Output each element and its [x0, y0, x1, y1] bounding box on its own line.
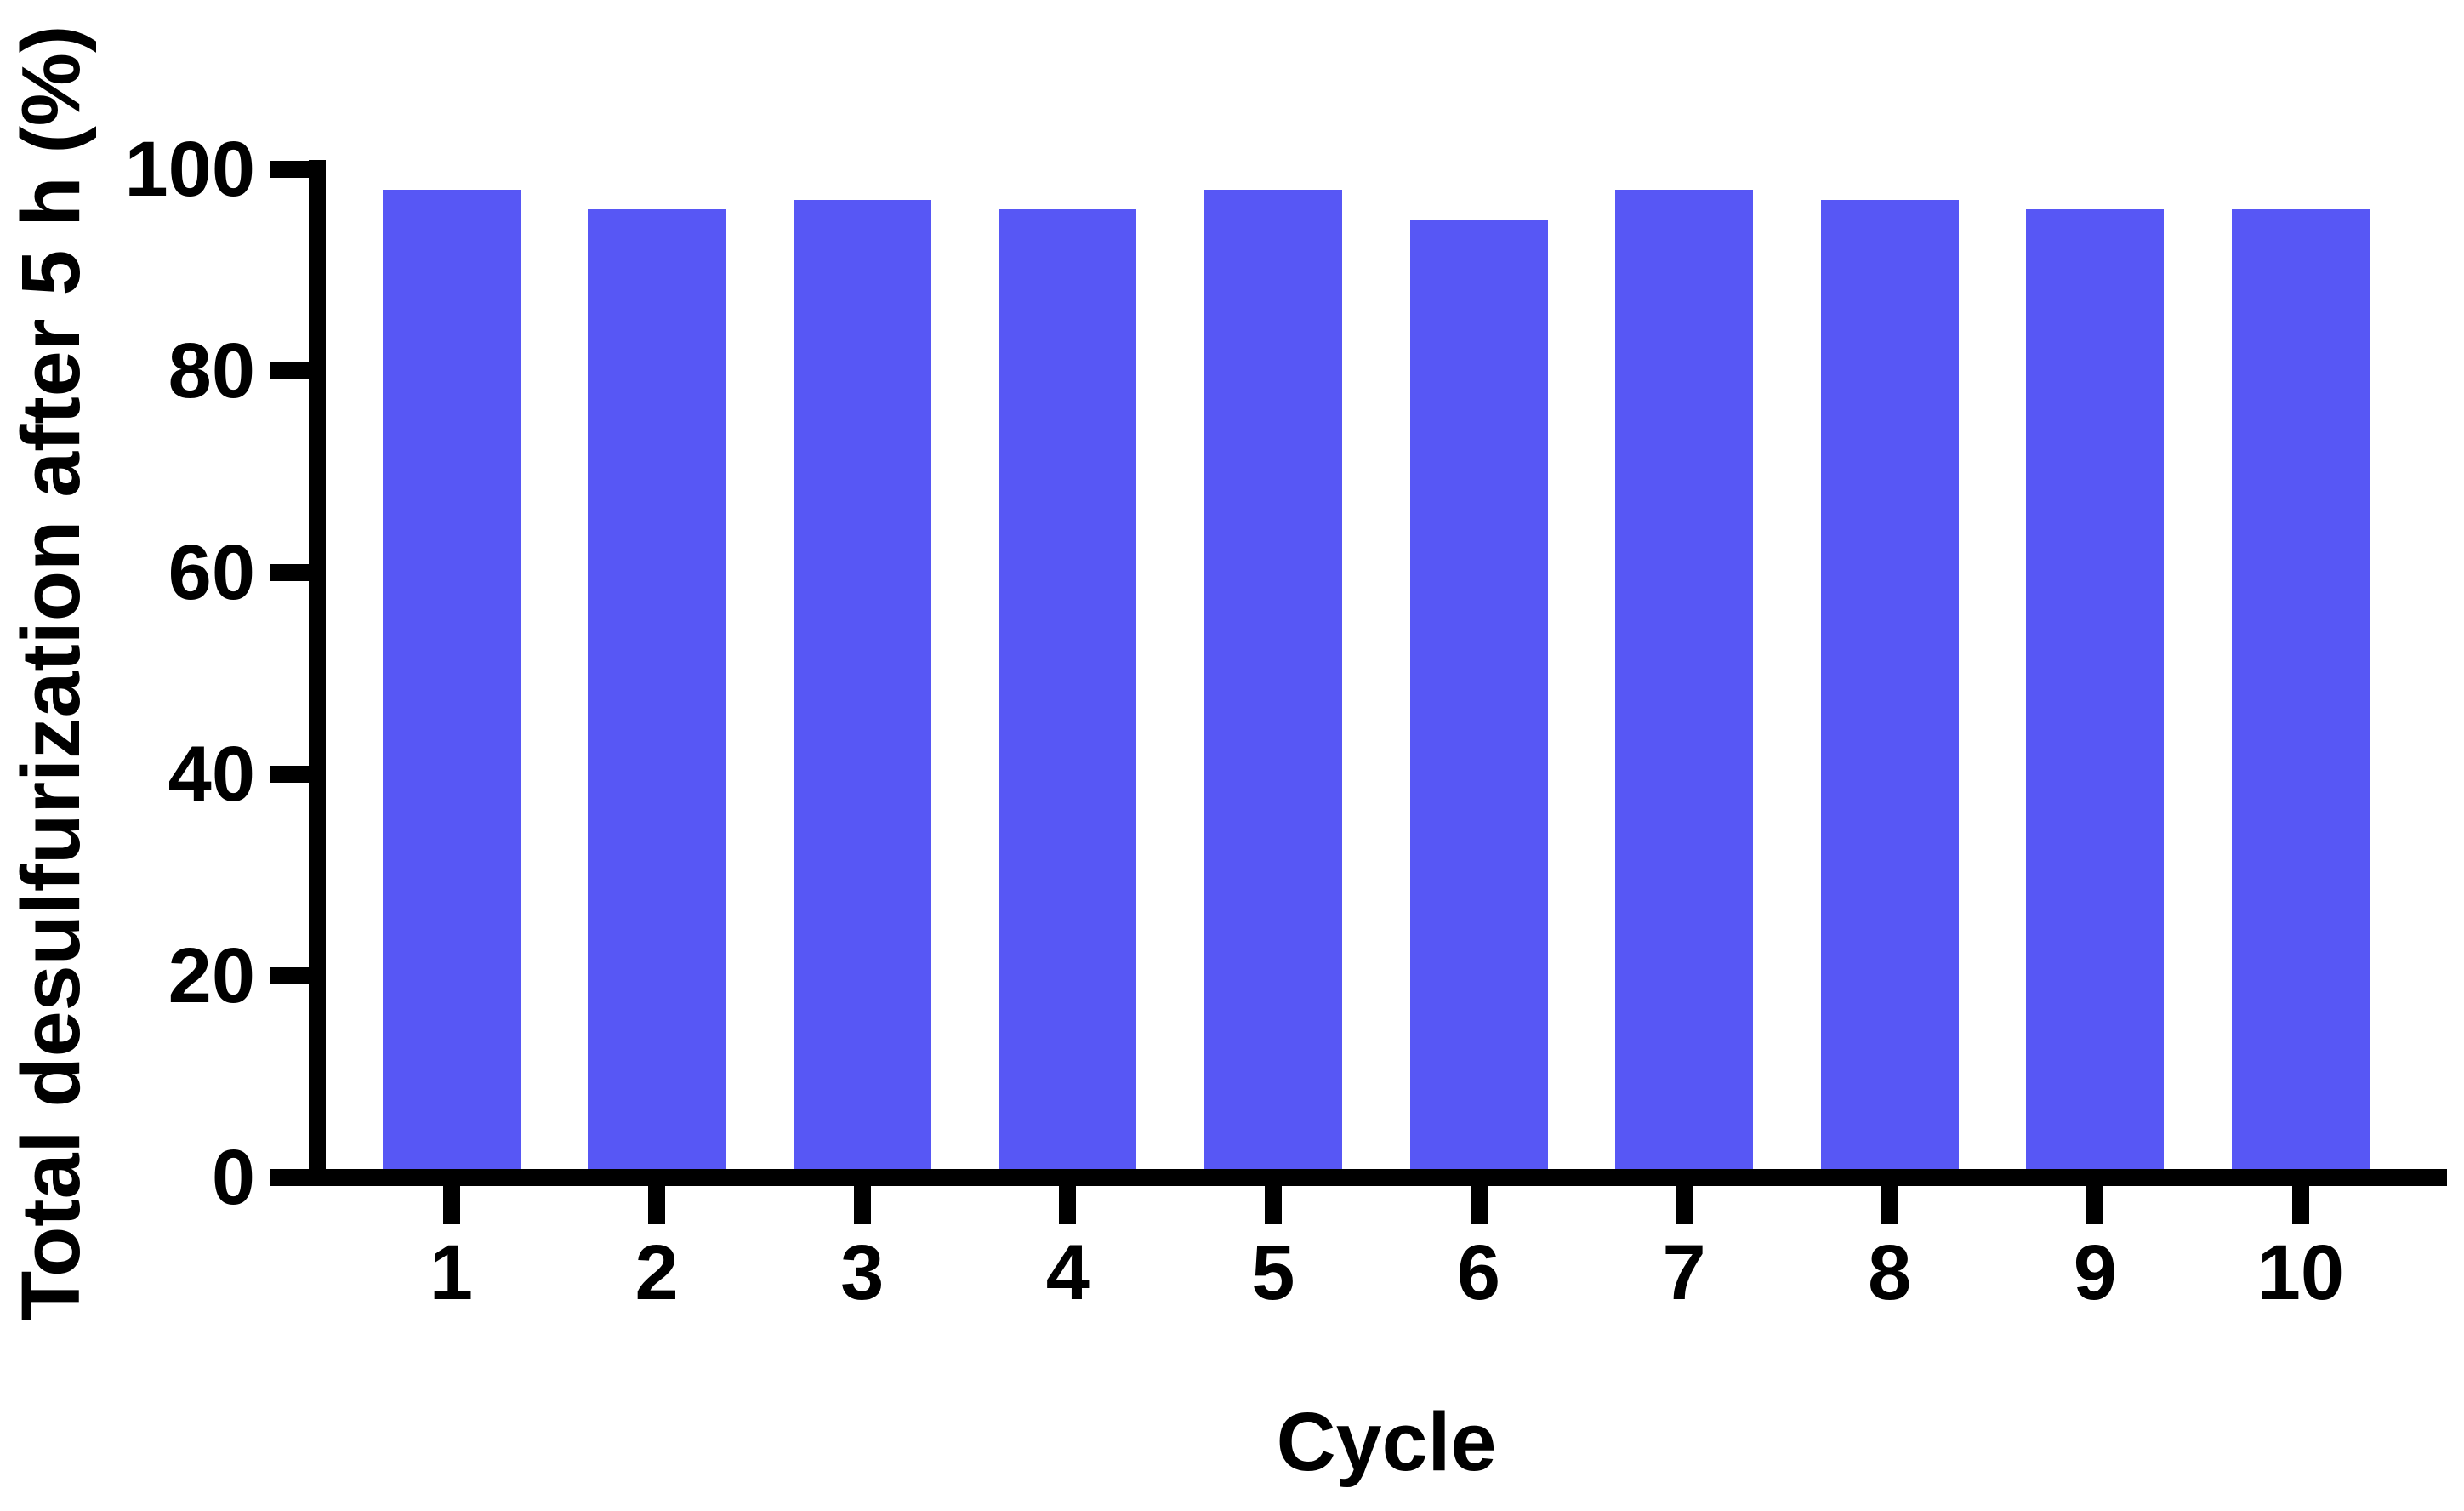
x-tick-mark: [1264, 1186, 1282, 1224]
x-axis-title: Cycle: [1276, 1395, 1497, 1488]
bar-cycle-5: [1204, 189, 1342, 1169]
x-tick-mark: [442, 1186, 460, 1224]
y-tick-mark: [270, 362, 309, 379]
x-tick-label-5: 5: [1251, 1229, 1295, 1316]
y-tick-mark: [270, 564, 309, 581]
x-tick-mark: [648, 1186, 666, 1224]
x-tick-label-3: 3: [840, 1229, 885, 1316]
bar-cycle-4: [999, 209, 1137, 1169]
y-tick-label: 80: [168, 328, 255, 414]
y-tick-mark: [270, 766, 309, 783]
y-axis-line: [309, 160, 326, 1186]
x-tick-label-7: 7: [1662, 1229, 1706, 1316]
y-tick-label: 20: [168, 932, 255, 1019]
y-tick-mark: [270, 161, 309, 178]
y-tick-mark: [270, 1169, 309, 1186]
y-tick-label: 40: [168, 731, 255, 818]
x-tick-label-9: 9: [2073, 1229, 2117, 1316]
x-tick-mark: [1059, 1186, 1077, 1224]
x-tick-mark: [2086, 1186, 2104, 1224]
x-tick-label-10: 10: [2256, 1229, 2345, 1316]
bar-cycle-9: [2026, 209, 2165, 1169]
x-tick-label-1: 1: [429, 1229, 474, 1316]
x-tick-mark: [1676, 1186, 1693, 1224]
y-tick-label: 100: [124, 126, 256, 213]
x-tick-mark: [853, 1186, 871, 1224]
bar-cycle-10: [2231, 209, 2370, 1169]
x-tick-mark: [1470, 1186, 1488, 1224]
bar-cycle-1: [382, 189, 521, 1169]
bar-cycle-6: [1409, 220, 1548, 1169]
x-tick-mark: [2291, 1186, 2309, 1224]
plot-area: 0 20 40 60 80 100 1 2 3 4 5 6 7 8 9 10: [125, 130, 2447, 1316]
x-tick-label-4: 4: [1045, 1229, 1090, 1316]
y-axis-title: Total desulfurization after 5 h (%): [4, 25, 97, 1321]
x-tick-label-6: 6: [1456, 1229, 1501, 1316]
bar-cycle-7: [1615, 189, 1754, 1169]
x-tick-mark: [1881, 1186, 1898, 1224]
x-axis-line: [309, 1169, 2447, 1186]
bar-cycle-2: [588, 209, 726, 1169]
y-tick-mark: [270, 967, 309, 984]
bar-cycle-3: [793, 199, 931, 1169]
bar-cycle-8: [1820, 199, 1959, 1169]
y-tick-label: 0: [211, 1134, 255, 1221]
x-tick-label-2: 2: [634, 1229, 679, 1316]
y-tick-label: 60: [168, 529, 255, 616]
x-tick-label-8: 8: [1868, 1229, 1912, 1316]
